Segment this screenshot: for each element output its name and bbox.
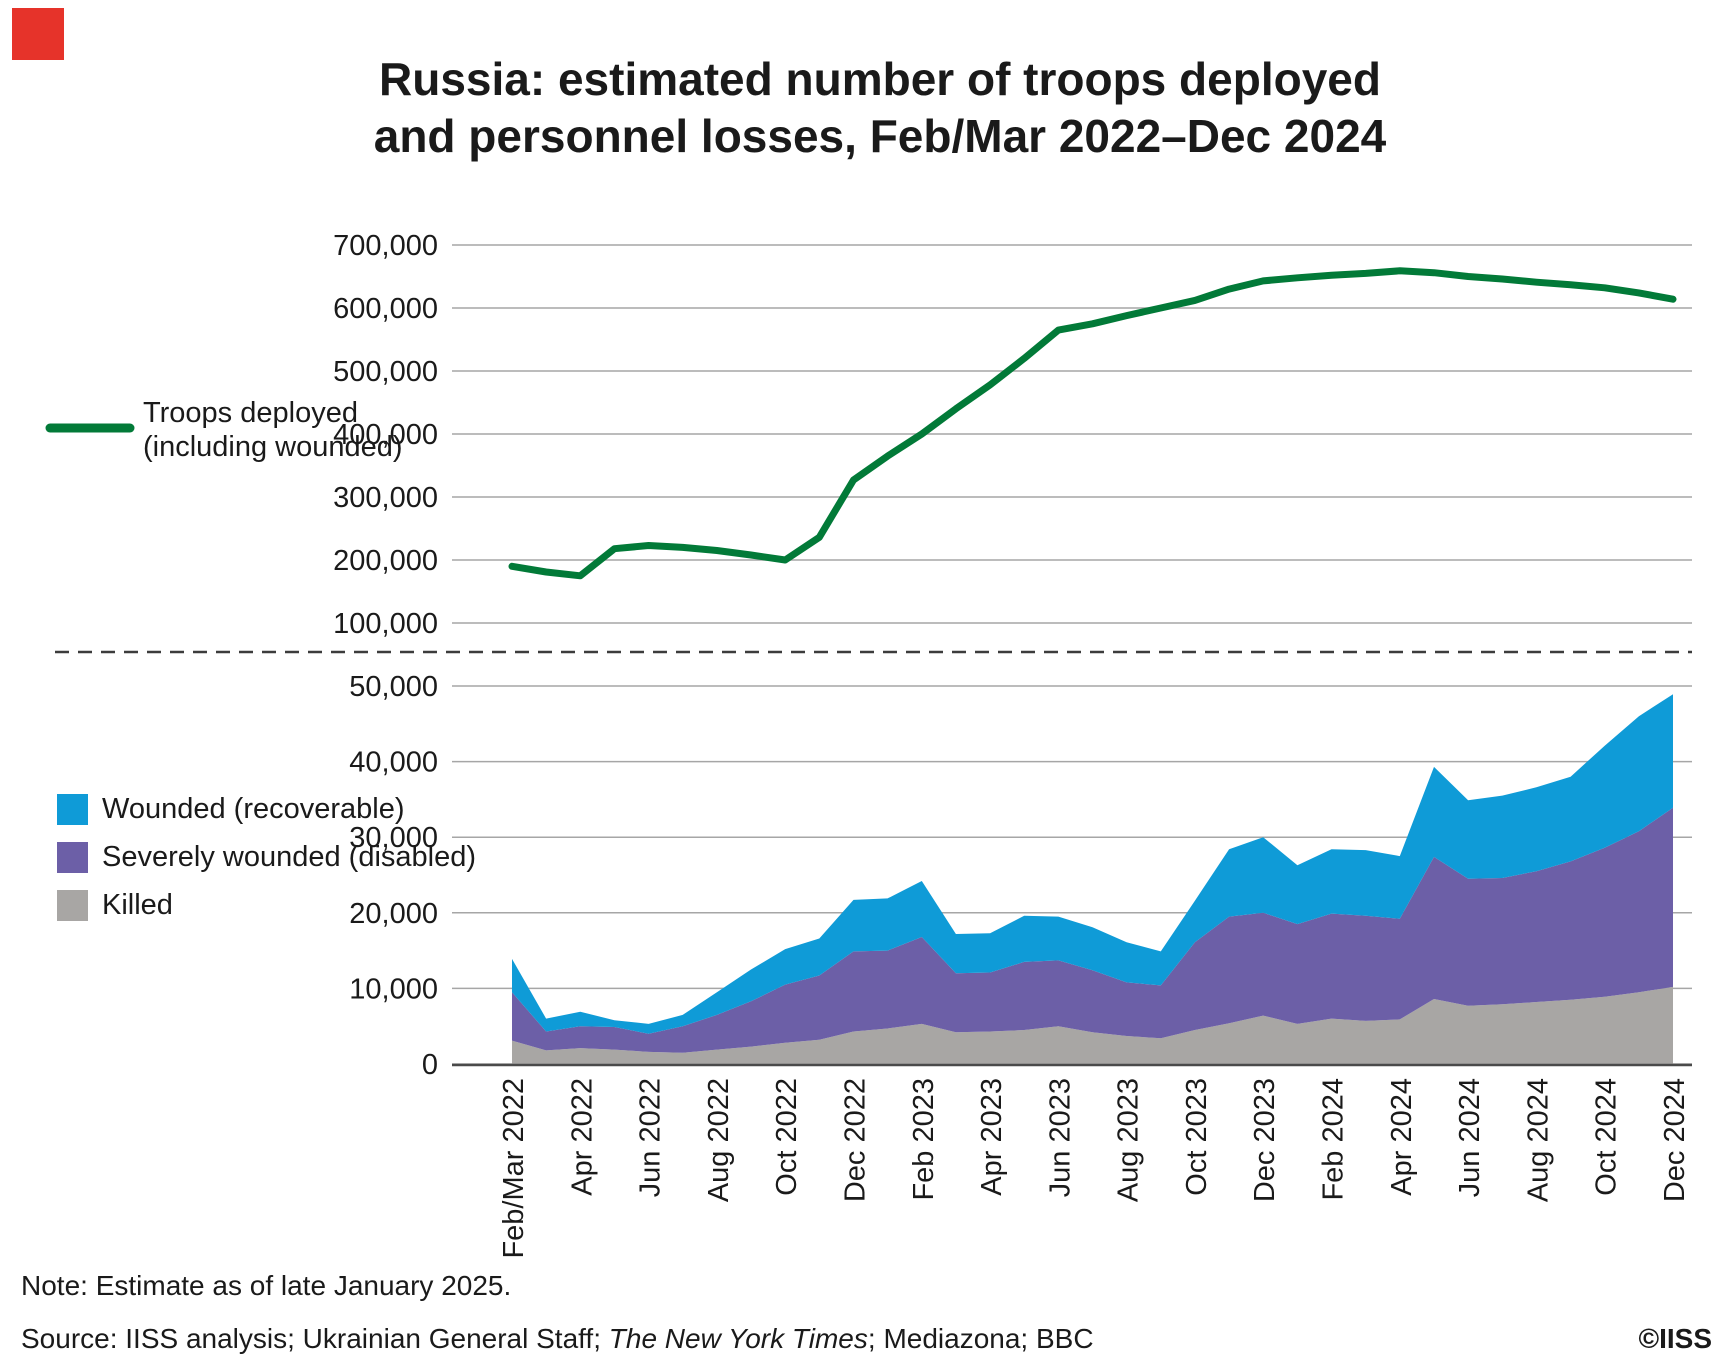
x-tick-label: Apr 2023 <box>976 1078 1008 1196</box>
y-tick-label: 600,000 <box>333 293 438 325</box>
y-tick-label: 500,000 <box>333 356 438 388</box>
x-tick-label: Oct 2023 <box>1181 1078 1213 1196</box>
x-tick-label: Jun 2023 <box>1044 1078 1076 1197</box>
y-tick-label: 50,000 <box>349 671 438 703</box>
y-tick-label: 20,000 <box>349 898 438 930</box>
y-tick-label: 30,000 <box>349 822 438 854</box>
area-killed <box>512 986 1673 1064</box>
legend-killed-label: Killed <box>102 889 173 921</box>
x-tick-label: Jun 2024 <box>1454 1078 1486 1197</box>
x-tick-label: Feb 2024 <box>1318 1078 1350 1201</box>
x-tick-label: Aug 2022 <box>703 1078 735 1202</box>
x-tick-label: Feb/Mar 2022 <box>498 1078 530 1259</box>
x-tick-label: Dec 2023 <box>1249 1078 1281 1202</box>
x-tick-label: Feb 2023 <box>908 1078 940 1201</box>
troops-deployed-line <box>508 267 1677 580</box>
y-tick-label: 400,000 <box>333 419 438 451</box>
chart-title-line2: and personnel losses, Feb/Mar 2022–Dec 2… <box>374 110 1387 162</box>
chart-title-line1: Russia: estimated number of troops deplo… <box>379 53 1381 105</box>
x-tick-label: Oct 2022 <box>771 1078 803 1196</box>
y-tick-label: 10,000 <box>349 973 438 1005</box>
source-text: Source: IISS analysis; Ukrainian General… <box>21 1323 1094 1354</box>
legend-wounded-label: Wounded (recoverable) <box>102 793 405 825</box>
iiss-brand-square <box>12 8 64 60</box>
legend-losses: Wounded (recoverable) Severely wounded (… <box>57 793 476 921</box>
x-tick-label: Dec 2022 <box>840 1078 872 1202</box>
y-tick-label: 40,000 <box>349 747 438 779</box>
copyright-iiss: ©IISS <box>1638 1323 1712 1354</box>
x-tick-label: Apr 2022 <box>566 1078 598 1196</box>
y-tick-label: 200,000 <box>333 545 438 577</box>
x-tick-label: Jun 2022 <box>635 1078 667 1197</box>
x-tick-label: Dec 2024 <box>1659 1078 1691 1202</box>
killed-swatch <box>57 890 88 921</box>
area-severely-wounded-disabled <box>512 807 1673 1053</box>
stacked-area-series <box>452 694 1692 1067</box>
x-axis-labels: Feb/Mar 2022 Apr 2022 Jun 2022 Aug 2022 Oct … <box>498 1078 1691 1259</box>
top-chart-y-axis-labels: 700,000 600,000 500,000 400,000 300,000 200,0… <box>333 230 438 640</box>
bottom-chart-y-axis-labels: 50,000 40,000 30,000 20,000 10,000 0 <box>349 671 438 1081</box>
x-tick-label: Aug 2024 <box>1522 1078 1554 1202</box>
area-wounded-recoverable <box>512 694 1673 1034</box>
source-prefix: Source: IISS analysis; Ukrainian General… <box>21 1323 609 1354</box>
legend-troops-deployed: Troops deployed (including wounded) <box>45 397 403 463</box>
top-chart-gridlines <box>452 244 1692 624</box>
source-suffix: ; Mediazona; BBC <box>868 1323 1094 1354</box>
x-tick-label: Apr 2024 <box>1386 1078 1418 1196</box>
y-tick-label: 0 <box>422 1049 438 1081</box>
note-text: Note: Estimate as of late January 2025. <box>21 1270 511 1301</box>
wounded-swatch <box>57 794 88 825</box>
legend-severely-wounded-label: Severely wounded (disabled) <box>102 841 476 873</box>
troops-deployed-polyline <box>508 267 1677 580</box>
x-tick-label: Oct 2024 <box>1591 1078 1623 1196</box>
y-tick-label: 300,000 <box>333 482 438 514</box>
y-tick-label: 100,000 <box>333 608 438 640</box>
x-tick-label: Aug 2023 <box>1113 1078 1145 1202</box>
legend-troops-label-line2: (including wounded) <box>143 431 403 463</box>
legend-troops-label-line1: Troops deployed <box>143 397 358 429</box>
y-tick-label: 700,000 <box>333 230 438 262</box>
source-italic-title: The New York Times <box>609 1323 868 1354</box>
severely-wounded-swatch <box>57 842 88 873</box>
